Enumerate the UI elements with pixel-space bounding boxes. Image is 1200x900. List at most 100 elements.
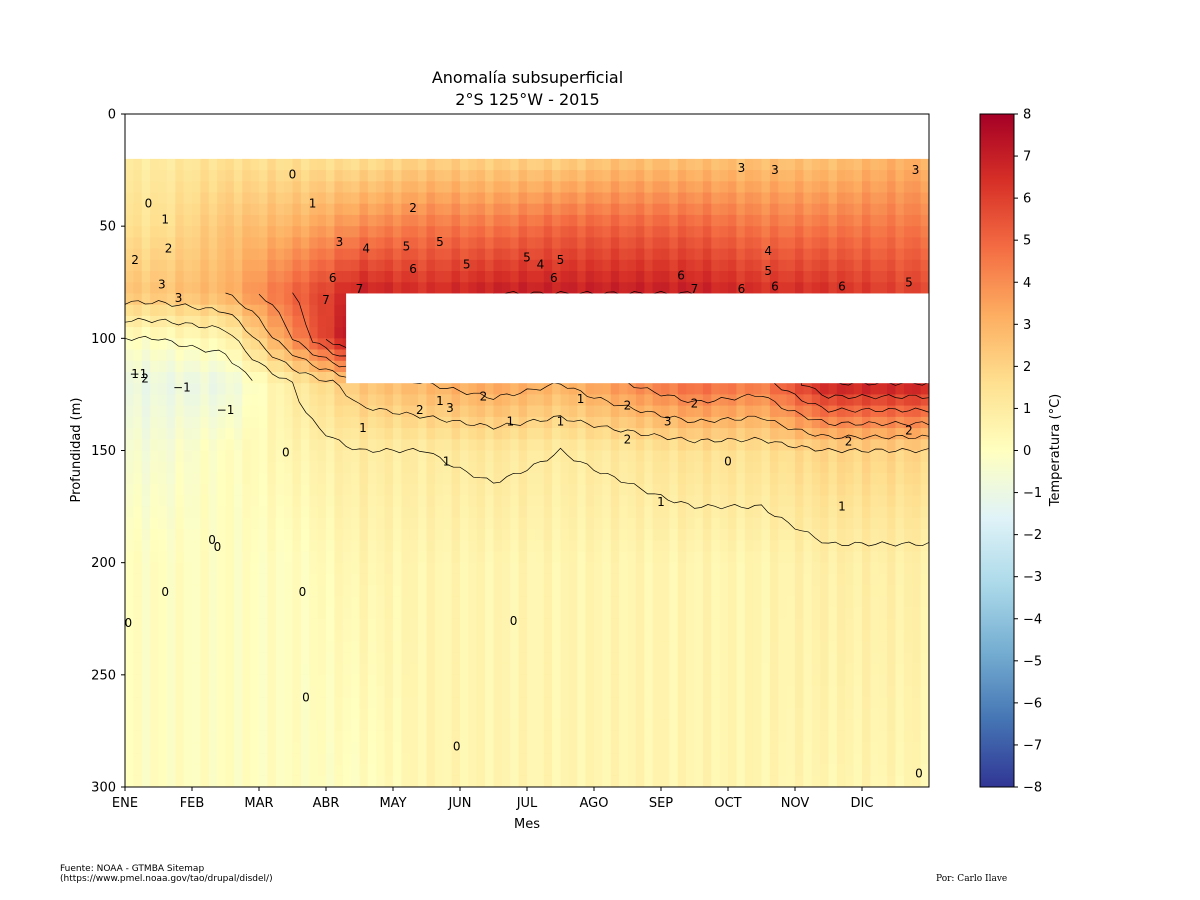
heatmap-cell (711, 596, 721, 609)
heatmap-cell (183, 585, 193, 597)
heatmap-cell (811, 226, 821, 238)
heatmap-cell (426, 226, 436, 238)
heatmap-cell (409, 181, 419, 194)
heatmap-cell (518, 484, 528, 496)
heatmap-cell (652, 517, 662, 530)
heatmap-cell (711, 181, 721, 194)
heatmap-cell (217, 708, 227, 721)
heatmap-cell (225, 630, 235, 642)
heatmap-cell (183, 282, 193, 295)
heatmap-cell (359, 607, 369, 620)
heatmap-cell (284, 753, 294, 766)
heatmap-cell (803, 573, 813, 586)
heatmap-cell (795, 529, 804, 541)
heatmap-cell (259, 730, 268, 743)
heatmap-cell (719, 214, 729, 227)
heatmap-cell (225, 585, 235, 597)
heatmap-cell (677, 461, 687, 474)
heatmap-cell (535, 697, 545, 710)
heatmap-cell (460, 607, 469, 620)
heatmap-cell (359, 719, 369, 732)
heatmap-cell (141, 315, 151, 328)
heatmap-cell (393, 439, 402, 452)
heatmap-cell (242, 618, 252, 631)
heatmap-cell (133, 271, 143, 283)
heatmap-cell (443, 461, 453, 474)
heatmap-cell (744, 596, 754, 609)
heatmap-cell (744, 529, 754, 541)
heatmap-cell (711, 439, 721, 452)
heatmap-cell (719, 416, 729, 429)
heatmap-cell (610, 226, 620, 238)
heatmap-cell (753, 158, 763, 171)
heatmap-cell (292, 495, 302, 508)
heatmap-cell (803, 618, 813, 631)
heatmap-cell (527, 405, 536, 418)
heatmap-cell (661, 697, 670, 710)
heatmap-cell (418, 775, 428, 787)
heatmap-cell (150, 708, 160, 721)
heatmap-cell (769, 573, 779, 586)
heatmap-cell (510, 596, 520, 609)
heatmap-cell (485, 697, 495, 710)
heatmap-cell (250, 630, 260, 642)
heatmap-cell (744, 506, 754, 519)
heatmap-cell (568, 663, 578, 676)
heatmap-cell (217, 573, 227, 586)
heatmap-cell (476, 529, 486, 541)
heatmap-cell (543, 775, 553, 787)
heatmap-cell (275, 506, 285, 519)
heatmap-cell (460, 506, 469, 519)
heatmap-cell (133, 338, 143, 351)
heatmap-cell (468, 248, 478, 261)
heatmap-cell (594, 259, 603, 272)
heatmap-cell (686, 618, 696, 631)
heatmap-cell (359, 214, 369, 227)
heatmap-cell (334, 237, 344, 250)
heatmap-cell (786, 271, 796, 283)
heatmap-cell (493, 551, 503, 564)
heatmap-cell (250, 293, 260, 306)
heatmap-cell (166, 181, 176, 194)
heatmap-cell (594, 484, 603, 496)
heatmap-cell (342, 439, 352, 452)
heatmap-cell (652, 203, 662, 216)
heatmap-cell (133, 158, 143, 171)
heatmap-cell (426, 203, 436, 216)
heatmap-cell (711, 170, 721, 182)
heatmap-cell (753, 641, 763, 653)
heatmap-cell (778, 730, 788, 743)
heatmap-cell (786, 775, 796, 787)
heatmap-cell (736, 181, 746, 194)
heatmap-cell (460, 764, 469, 777)
heatmap-cell (275, 181, 285, 194)
heatmap-cell (208, 315, 218, 328)
heatmap-cell (535, 405, 545, 418)
heatmap-cell (401, 663, 411, 676)
heatmap-cell (585, 585, 595, 597)
heatmap-cell (275, 158, 285, 171)
heatmap-cell (468, 630, 478, 642)
heatmap-cell (552, 630, 562, 642)
heatmap-cell (560, 428, 570, 440)
heatmap-cell (753, 753, 763, 766)
heatmap-cell (510, 652, 520, 665)
heatmap-cell (652, 742, 662, 754)
heatmap-cell (711, 214, 721, 227)
heatmap-cell (393, 585, 402, 597)
heatmap-cell (711, 742, 721, 754)
heatmap-cell (702, 192, 712, 205)
heatmap-cell (485, 416, 495, 429)
heatmap-cell (434, 484, 444, 496)
heatmap-cell (518, 405, 528, 418)
heatmap-cell (393, 237, 402, 250)
heatmap-cell (334, 742, 344, 754)
heatmap-cell (677, 753, 687, 766)
heatmap-cell (769, 181, 779, 194)
heatmap-cell (367, 506, 377, 519)
heatmap-cell (426, 618, 436, 631)
heatmap-cell (334, 282, 344, 295)
heatmap-cell (326, 506, 335, 519)
heatmap-cell (568, 686, 578, 698)
heatmap-cell (367, 248, 377, 261)
